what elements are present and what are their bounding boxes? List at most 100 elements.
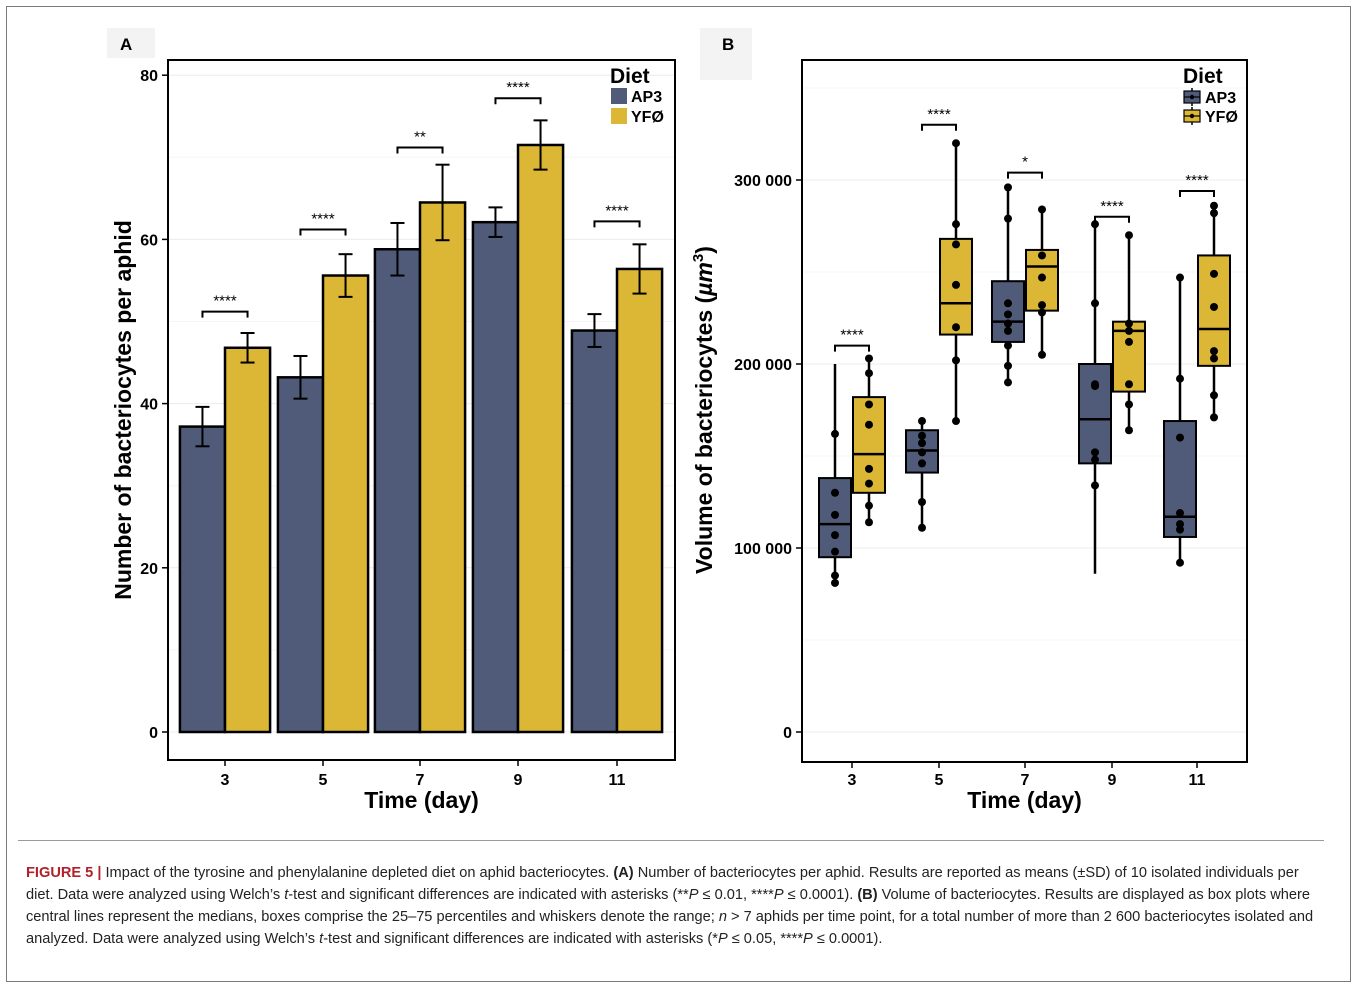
panel-a-legend-swatch-ap3: [611, 88, 627, 104]
panel-b-data-point: [952, 240, 960, 249]
panel-b-data-point: [918, 498, 926, 506]
panel-b-significance-bracket: [834, 344, 870, 352]
panel-b-x-tick-label: 7: [1021, 772, 1030, 789]
panel-a-label-bg: [107, 28, 155, 58]
caption-text: ≤ 0.01, ****: [698, 887, 774, 903]
panel-b-y-tick-label: 0: [783, 725, 792, 742]
panel-a-significance-label: ****: [311, 211, 335, 228]
panel-b-data-point: [1004, 319, 1012, 328]
panel-b-data-point: [1210, 354, 1218, 363]
caption-text: Impact of the tyrosine and phenylalanine…: [101, 865, 614, 881]
panel-a-significance-bracket: [396, 146, 444, 154]
panel-b-data-point: [1125, 337, 1133, 346]
panel-b-legend-title: Diet: [1183, 65, 1223, 88]
panel-b-significance-label: ****: [1100, 198, 1124, 215]
panel-a-bar-ap3: [570, 329, 619, 734]
panel-b-data-point: [918, 431, 926, 440]
panel-a-bar-ap3: [178, 425, 227, 734]
panel-b-box-yf0: [852, 396, 886, 494]
panel-b-x-tick-label: 3: [848, 772, 857, 789]
panel-a-significance-bracket: [593, 220, 641, 228]
panel-a-plot-frame: [167, 59, 676, 761]
panel-a-significance-label: ****: [605, 202, 629, 219]
panel-b-data-point: [1210, 347, 1218, 356]
panel-a-significance-bracket: [299, 228, 347, 236]
panel-b-data-point: [1176, 520, 1184, 529]
panel-a-bar-ap3: [471, 220, 520, 734]
panel-b-data-point: [1210, 209, 1218, 218]
panel-b-significance-label: *: [1022, 154, 1028, 171]
caption-divider: [18, 840, 1324, 841]
caption-italic-n: n: [718, 909, 727, 925]
panel-b-data-point: [1091, 455, 1099, 464]
panel-a-x-axis-label: Time (day): [364, 787, 479, 813]
panel-a-bar-yf0: [418, 201, 467, 734]
panel-b-data-point: [865, 354, 873, 363]
caption-italic-p: P: [803, 931, 813, 947]
panel-b-data-point: [952, 280, 960, 289]
caption-text: ≤ 0.0001).: [783, 887, 858, 903]
panel-a-x-tick-label: 9: [514, 772, 523, 789]
caption-italic-t: t: [284, 887, 289, 903]
panel-b-y-axis-label: Volume of bacteriocytes (µm3): [690, 246, 717, 574]
panel-b-data-point: [1176, 374, 1184, 383]
panel-a-y-axis-label: Number of bacteriocytes per aphid: [110, 220, 136, 600]
caption-italic-p: P: [717, 931, 728, 947]
panel-a-bar-yf0: [321, 274, 370, 734]
panel-b-legend-label: AP3: [1205, 90, 1236, 107]
panel-a-significance-label: ****: [506, 79, 530, 96]
panel-b-data-point: [952, 220, 960, 229]
panel-b-data-point: [1125, 426, 1133, 435]
panel-a-legend-label: AP3: [631, 89, 662, 106]
panel-b-data-point: [1125, 319, 1133, 328]
panel-a-y-tick-label: 0: [149, 725, 158, 742]
panel-b-data-point: [918, 417, 926, 426]
panel-b-data-point: [1038, 308, 1046, 317]
panel-b-data-point: [831, 578, 839, 587]
caption-italic-p: P: [688, 887, 699, 903]
panel-b-data-point: [1176, 273, 1184, 282]
panel-b-data-point: [952, 356, 960, 365]
caption-text: -test and significant differences are in…: [288, 887, 689, 903]
panel-b-data-point: [1125, 326, 1133, 335]
panel-b-legend-label: YFØ: [1205, 109, 1238, 126]
panel-b-data-point: [952, 417, 960, 426]
panel-b-significance-bracket: [1094, 215, 1130, 223]
figure-caption: FIGURE 5 | Impact of the tyrosine and ph…: [18, 840, 1324, 950]
panel-b-data-point: [1038, 273, 1046, 282]
panel-b-y-tick-label: 300 000: [734, 173, 792, 190]
panel-b-data-point: [1125, 231, 1133, 240]
panel-a-legend-label: YFØ: [631, 109, 664, 126]
panel-a-bar-yf0: [615, 267, 664, 734]
panel-b-data-point: [1004, 214, 1012, 223]
panel-b-data-point: [1210, 391, 1218, 400]
panel-a-legend-swatch-yf0: [611, 108, 627, 124]
panel-b-data-point: [865, 518, 873, 527]
panel-b-data-point: [918, 448, 926, 457]
panel-b-data-point: [831, 547, 839, 556]
panel-b-data-point: [1091, 380, 1099, 389]
panel-b-data-point: [1091, 481, 1099, 490]
panel-a-y-tick-label: 20: [140, 561, 158, 578]
panel-b-data-point: [1176, 525, 1184, 534]
panel-b-data-point: [1038, 301, 1046, 310]
panel-b-y-tick-label: 200 000: [734, 357, 792, 374]
panel-b-legend-key-point: [1189, 94, 1195, 100]
panel-a-x-tick-label: 3: [221, 772, 230, 789]
panel-b-data-point: [1004, 326, 1012, 335]
panel-b-data-point: [865, 479, 873, 488]
panel-b-data-point: [1004, 341, 1012, 350]
panel-a-y-tick-label: 40: [140, 397, 158, 414]
panel-b-data-point: [1210, 302, 1218, 311]
panel-b-label: B: [722, 35, 734, 54]
panel-b-data-point: [1004, 183, 1012, 192]
panel-b-x-tick-label: 11: [1189, 772, 1206, 789]
panel-b-data-point: [865, 369, 873, 378]
panel-b-significance-label: ****: [1185, 172, 1209, 189]
panel-a-y-tick-label: 80: [140, 68, 158, 85]
panel-b-x-tick-label: 5: [935, 772, 944, 789]
panel-b-data-point: [865, 501, 873, 510]
panel-b-data-point: [1091, 448, 1099, 457]
panel-a-x-tick-label: 7: [416, 772, 425, 789]
